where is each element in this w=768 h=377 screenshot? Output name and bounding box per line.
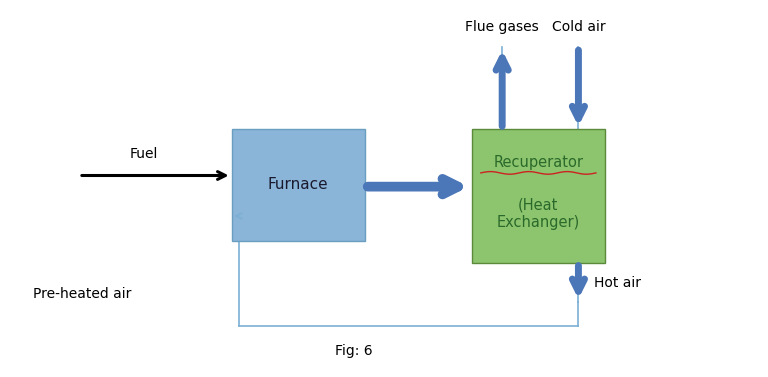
Text: Pre-heated air: Pre-heated air (33, 287, 131, 301)
Bar (231, 129, 365, 241)
Text: Fig: 6: Fig: 6 (335, 343, 372, 357)
Text: Flue gases: Flue gases (465, 20, 539, 34)
Text: Cold air: Cold air (551, 20, 605, 34)
Text: Hot air: Hot air (594, 276, 641, 290)
Text: Recuperator: Recuperator (493, 155, 584, 170)
Text: Fuel: Fuel (130, 147, 158, 161)
Bar (472, 129, 605, 263)
Text: Furnace: Furnace (268, 177, 329, 192)
Text: (Heat
Exchanger): (Heat Exchanger) (497, 197, 580, 230)
